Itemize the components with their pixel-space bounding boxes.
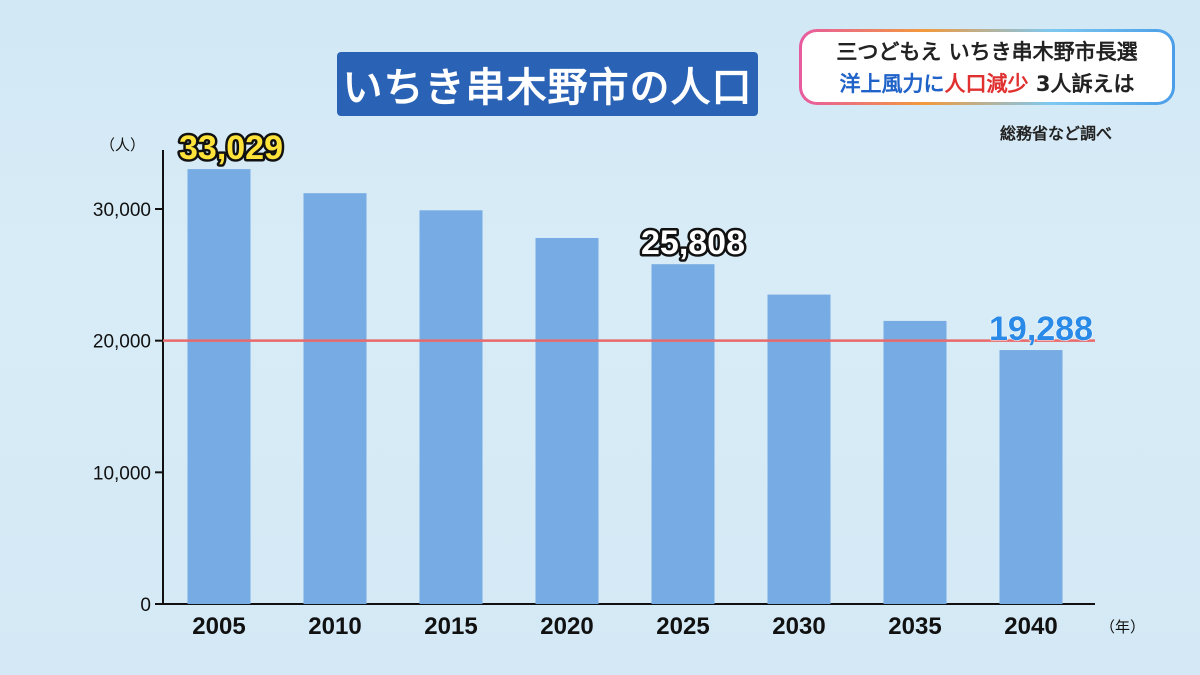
x-tick-label: 2020: [540, 613, 593, 640]
x-tick-label: 2010: [308, 613, 361, 640]
news-headline-line2: 洋上風力に人口減少 3人訴えは: [802, 68, 1172, 98]
news-headline-line1: 三つどもえ いちき串木野市長選: [836, 40, 1138, 64]
bar-2030: [767, 294, 831, 604]
x-tick-label: 2030: [772, 613, 825, 640]
bar-2025: [651, 264, 715, 604]
news-headline-part-c: 3人訴えは: [1028, 72, 1135, 96]
news-headline-part-b: 人口減少: [944, 72, 1029, 96]
bar-2020: [535, 237, 599, 604]
bar-2040: [999, 350, 1063, 604]
bar-2005: [187, 169, 251, 604]
y-tick-label: 0: [140, 595, 151, 616]
y-axis-unit: （人）: [100, 136, 145, 154]
y-tick-label: 20,000: [93, 332, 151, 353]
data-label-2040: 19,288: [989, 310, 1093, 348]
bar-2010: [303, 193, 367, 604]
y-tick-label: 30,000: [93, 200, 151, 221]
chart-title: いちき串木野市の人口: [337, 52, 758, 116]
data-label-2005: 33,029: [179, 129, 283, 167]
x-tick-label: 2040: [1004, 613, 1057, 640]
bar-2035: [883, 320, 947, 604]
x-tick-label: 2025: [656, 613, 709, 640]
news-headline-part-a: 洋上風力に: [839, 72, 945, 96]
x-axis-unit: （年）: [1100, 618, 1145, 636]
data-label-2025: 25,808: [641, 224, 745, 262]
y-tick-label: 10,000: [93, 463, 151, 484]
x-tick-label: 2005: [192, 613, 245, 640]
news-headline-box: 三つどもえ いちき串木野市長選 洋上風力に人口減少 3人訴えは: [799, 29, 1175, 105]
bar-2015: [419, 210, 483, 605]
x-tick-label: 2015: [424, 613, 477, 640]
x-tick-label: 2035: [888, 613, 941, 640]
source-note: 総務省など調べ: [1000, 124, 1113, 143]
